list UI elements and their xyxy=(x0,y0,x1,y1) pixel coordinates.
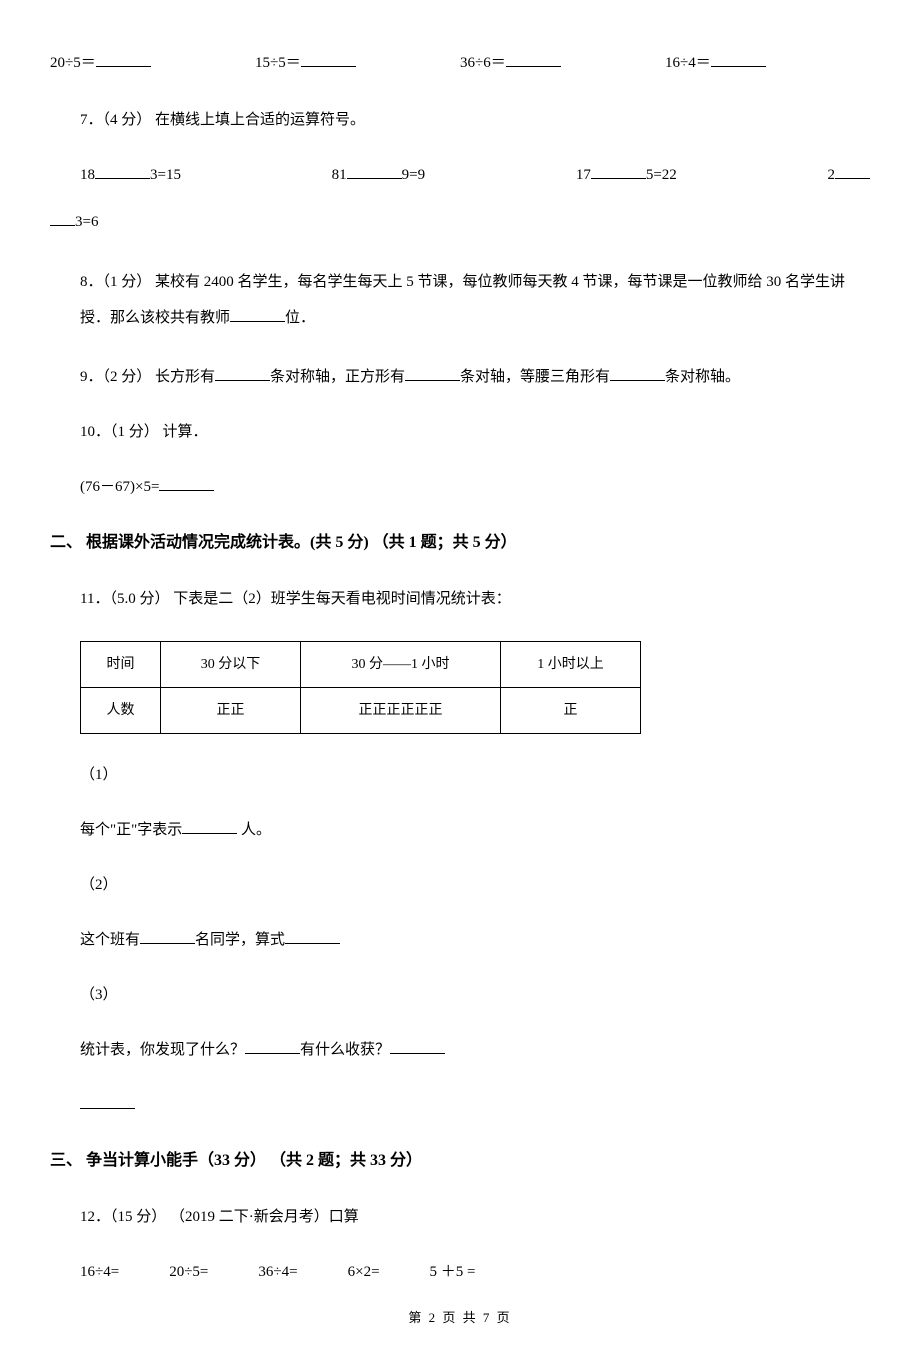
table-row: 时间 30 分以下 30 分——1 小时 1 小时以上 xyxy=(81,641,641,687)
table-row: 人数 正正 正正正正正正 正 xyxy=(81,687,641,733)
q10-expr: (76－67)×5= xyxy=(50,474,870,501)
table-cell: 正正 xyxy=(161,687,301,733)
q11-prompt: 11．（5.0 分） 下表是二（2）班学生每天看电视时间情况统计表： xyxy=(50,586,870,613)
q7-part2: 819=9 xyxy=(332,162,425,189)
equation-row: 20÷5＝ 15÷5＝ 36÷6＝ 16÷4＝ xyxy=(50,50,870,77)
q7-parts: 183=15 819=9 175=22 2 xyxy=(50,162,870,189)
table-cell: 1 小时以上 xyxy=(501,641,641,687)
table-cell: 正正正正正正 xyxy=(301,687,501,733)
calc: 36÷4= xyxy=(258,1259,297,1286)
calc: 16÷4= xyxy=(80,1259,119,1286)
calc: 20÷5= xyxy=(169,1259,208,1286)
q11-p3-label: （3） xyxy=(50,982,870,1009)
table-cell: 时间 xyxy=(81,641,161,687)
table-cell: 人数 xyxy=(81,687,161,733)
q10-prompt: 10．（1 分） 计算． xyxy=(50,419,870,446)
q11-p3-trail xyxy=(50,1092,870,1119)
q11-p2-text: 这个班有名同学，算式 xyxy=(50,927,870,954)
equation: 16÷4＝ xyxy=(665,50,870,77)
q11-p3-text: 统计表，你发现了什么？有什么收获？ xyxy=(50,1037,870,1064)
q11-p1-text: 每个"正"字表示 人。 xyxy=(50,817,870,844)
table-cell: 30 分以下 xyxy=(161,641,301,687)
q11-p1-label: （1） xyxy=(50,762,870,789)
equation: 20÷5＝ xyxy=(50,50,255,77)
section3-heading: 三、 争当计算小能手（33 分） （共 2 题；共 33 分） xyxy=(50,1147,870,1176)
q11-p2-label: （2） xyxy=(50,872,870,899)
calc: 6×2= xyxy=(348,1259,380,1286)
q7-prompt: 7．（4 分） 在横线上填上合适的运算符号。 xyxy=(50,107,870,134)
q7-part4-cont: 3=6 xyxy=(50,209,870,236)
table-cell: 30 分——1 小时 xyxy=(301,641,501,687)
q12-prompt: 12．（15 分） （2019 二下·新会月考）口算 xyxy=(50,1204,870,1231)
q9: 9．（2 分） 长方形有条对称轴，正方形有条对轴，等腰三角形有条对称轴。 xyxy=(50,364,870,391)
equation: 36÷6＝ xyxy=(460,50,665,77)
table-cell: 正 xyxy=(501,687,641,733)
q7-part3: 175=22 xyxy=(576,162,677,189)
page-footer: 第 2 页 共 7 页 xyxy=(50,1306,870,1329)
q12-calcs: 16÷4= 20÷5= 36÷4= 6×2= 5 ＋5 = xyxy=(50,1259,870,1286)
q7-part4: 2 xyxy=(827,162,870,189)
q7-part1: 183=15 xyxy=(80,162,181,189)
equation: 15÷5＝ xyxy=(255,50,460,77)
calc: 5 ＋5 = xyxy=(430,1259,476,1286)
section2-heading: 二、 根据课外活动情况完成统计表。(共 5 分) （共 1 题；共 5 分） xyxy=(50,529,870,558)
q11-table: 时间 30 分以下 30 分——1 小时 1 小时以上 人数 正正 正正正正正正… xyxy=(80,641,641,734)
q8: 8．（1 分） 某校有 2400 名学生，每名学生每天上 5 节课，每位教师每天… xyxy=(50,264,870,336)
